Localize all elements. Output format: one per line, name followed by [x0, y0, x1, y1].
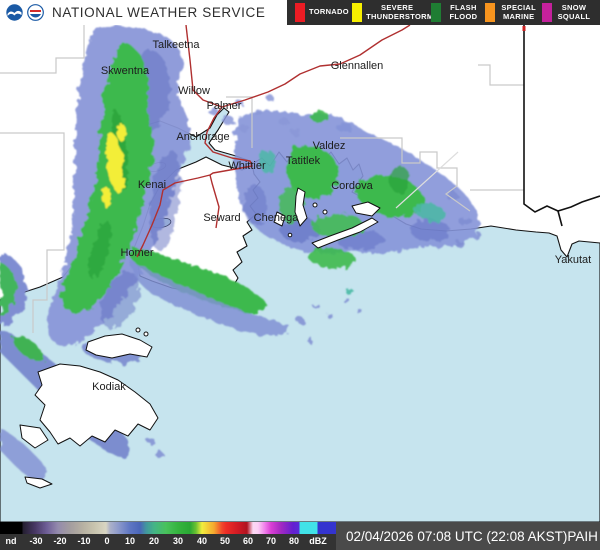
- snow-squall-label: SNOW SQUALL: [557, 2, 591, 21]
- nws-branding: NATIONAL WEATHER SERVICE: [0, 0, 287, 25]
- city-label-kenai: Kenai: [138, 179, 166, 191]
- header-title: NATIONAL WEATHER SERVICE: [52, 5, 266, 20]
- nws-logo-icon: [27, 4, 44, 21]
- reflectivity-gradient: [0, 522, 336, 534]
- warning-legend: TORNADO SEVERE THUNDERSTORM FLASH FLOOD …: [287, 0, 600, 25]
- status-bar: 02/04/2026 07:08 UTC (22:08 AKST) PAIH: [336, 522, 600, 550]
- city-labels: Skwentna Talkeetna Willow Palmer Glennal…: [92, 39, 591, 393]
- city-label-whittier: Whittier: [228, 160, 266, 172]
- tick-10: 10: [124, 536, 136, 546]
- severe-thunderstorm-label: SEVERE THUNDERSTORM: [366, 2, 434, 21]
- special-marine-swatch: [484, 3, 495, 22]
- tick-40: 40: [196, 536, 208, 546]
- tick-70: 70: [265, 536, 277, 546]
- legend-item-severe-thunderstorm: SEVERE THUNDERSTORM: [352, 2, 434, 22]
- city-label-talkeetna: Talkeetna: [152, 39, 200, 51]
- reflectivity-scale: nd -30 -20 -10 0 10 20 30 40 50 60 70 80…: [0, 522, 336, 550]
- city-label-homer: Homer: [120, 247, 153, 259]
- city-label-chenega: Chenega: [254, 212, 300, 224]
- legend-item-snow-squall: SNOW SQUALL: [541, 2, 592, 22]
- special-marine-label: SPECIAL MARINE: [501, 2, 536, 21]
- city-label-yakutat: Yakutat: [555, 254, 592, 266]
- reflectivity-ticks: nd -30 -20 -10 0 10 20 30 40 50 60 70 80…: [0, 534, 336, 550]
- legend-item-flash-flood: FLASH FLOOD: [431, 3, 481, 22]
- severe-thunderstorm-swatch: [352, 3, 363, 22]
- border-line: [523, 25, 600, 227]
- city-label-kodiak: Kodiak: [92, 381, 126, 393]
- islands: [19, 187, 381, 489]
- tick-n20: -20: [53, 536, 67, 546]
- header-bar: NATIONAL WEATHER SERVICE TORNADO SEVERE …: [0, 0, 600, 25]
- city-label-cordova: Cordova: [331, 180, 373, 192]
- tick-30: 30: [172, 536, 184, 546]
- city-label-palmer: Palmer: [207, 100, 242, 112]
- tick-n10: -10: [77, 536, 91, 546]
- city-label-willow: Willow: [178, 85, 210, 97]
- highways: [136, 25, 411, 258]
- city-label-skwentna: Skwentna: [101, 65, 150, 77]
- tick-60: 60: [242, 536, 254, 546]
- timestamp: 02/04/2026 07:08 UTC (22:08 AKST): [346, 528, 568, 544]
- tick-50: 50: [219, 536, 231, 546]
- flash-flood-label: FLASH FLOOD: [449, 2, 478, 21]
- city-label-seward: Seward: [203, 212, 240, 224]
- footer-bar: nd -30 -20 -10 0 10 20 30 40 50 60 70 80…: [0, 522, 600, 550]
- tornado-label: TORNADO: [309, 7, 349, 17]
- flash-flood-swatch: [431, 3, 442, 22]
- city-label-tatitlek: Tatitlek: [286, 155, 321, 167]
- tornado-swatch: [295, 3, 305, 22]
- tick-nd: nd: [5, 536, 17, 546]
- tick-0: 0: [104, 536, 110, 546]
- city-label-valdez: Valdez: [313, 140, 346, 152]
- tick-n30: -30: [29, 536, 43, 546]
- legend-item-special-marine: SPECIAL MARINE: [484, 2, 539, 22]
- noaa-logo-icon: [6, 4, 23, 21]
- city-label-glennallen: Glennallen: [331, 60, 384, 72]
- radar-map-canvas[interactable]: Skwentna Talkeetna Willow Palmer Glennal…: [0, 25, 600, 522]
- tick-20: 20: [148, 536, 160, 546]
- precipitation-layer: [0, 25, 483, 483]
- snow-squall-swatch: [541, 3, 552, 22]
- tick-80: 80: [288, 536, 300, 546]
- city-label-anchorage: Anchorage: [176, 131, 229, 143]
- legend-item-tornado: TORNADO: [295, 3, 349, 22]
- station-id: PAIH: [567, 528, 598, 544]
- tick-unit: dBZ: [309, 536, 327, 546]
- radar-map-svg: Skwentna Talkeetna Willow Palmer Glennal…: [0, 25, 600, 522]
